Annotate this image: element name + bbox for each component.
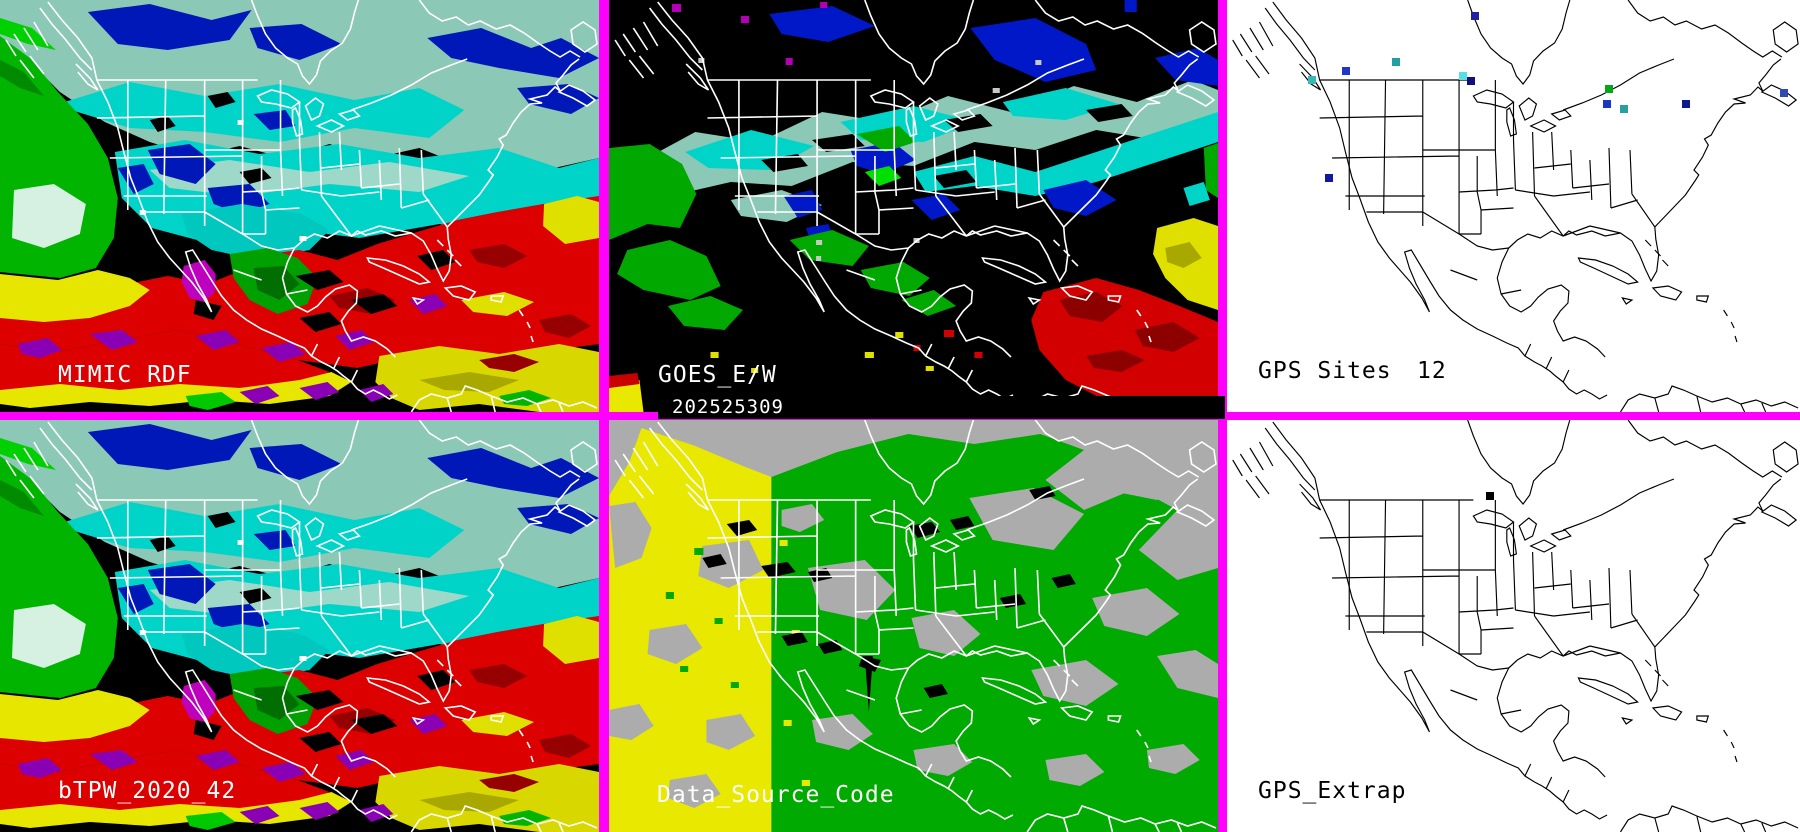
data-source-code-label: Data_Source_Code (657, 782, 895, 808)
btpw-label: bTPW_2020_42 (58, 778, 237, 804)
panel-gps-extrap[interactable]: GPS_Extrap (1227, 420, 1800, 832)
gps-site-dot (1603, 100, 1611, 108)
panel-gps-sites[interactable]: GPS Sites 12 (1227, 0, 1800, 412)
data-source-code-raster (609, 420, 1218, 832)
gps-sites-count: 12 (1417, 358, 1447, 384)
mimic-rdf-label: MIMIC RDF (58, 362, 192, 388)
gps-site-dot (1325, 174, 1333, 182)
gps-site-dot (1605, 85, 1613, 93)
panel-data-source-code[interactable]: Data_Source_Code (609, 420, 1218, 832)
gps-extrap-dots (1227, 420, 1800, 832)
panel-goes-ew[interactable]: GOES_E/W (609, 0, 1218, 412)
gps-site-dot (1780, 89, 1788, 97)
gps-site-dot (1620, 105, 1628, 113)
gps-sites-dots (1227, 0, 1800, 412)
gps-extrap-label: GPS_Extrap (1258, 778, 1407, 804)
gps-site-dot (1682, 100, 1690, 108)
panel-mimic-rdf[interactable]: MIMIC RDF (0, 0, 599, 412)
timestamp-bar: 202525309 (658, 396, 1225, 419)
panel-btpw[interactable]: bTPW_2020_42 (0, 420, 599, 832)
gps-sites-label: GPS Sites (1258, 358, 1392, 384)
gps-site-dot (1342, 67, 1350, 75)
btpw-raster (0, 420, 599, 832)
gps-site-dot (1392, 58, 1400, 66)
gps-site-dot (1308, 76, 1316, 84)
mimic-rdf-raster (0, 0, 599, 412)
goes-ew-label: GOES_E/W (658, 362, 777, 388)
timestamp-text: 202525309 (672, 396, 784, 418)
gps-site-dot (1459, 72, 1467, 80)
gps-site-dot (1471, 12, 1479, 20)
gps-site-dot (1467, 77, 1475, 85)
goes-ew-raster (609, 0, 1218, 412)
gps-site-dot (1486, 492, 1494, 500)
